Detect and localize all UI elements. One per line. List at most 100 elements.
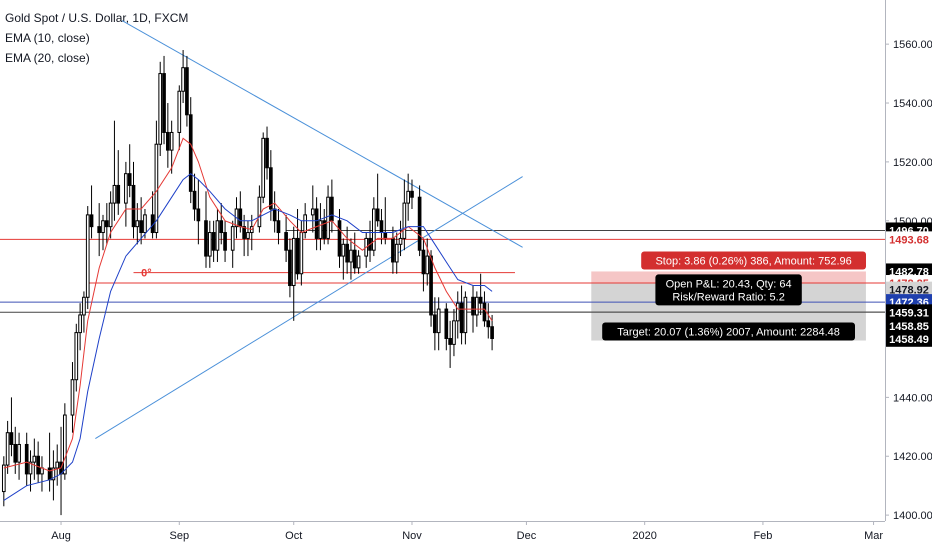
x-tick-label: Dec xyxy=(517,530,537,542)
candle xyxy=(51,450,56,501)
candle-body xyxy=(89,214,94,228)
x-tick-label: Feb xyxy=(753,530,772,542)
candle-body xyxy=(5,432,10,466)
angle-annotation: 0° xyxy=(141,268,152,280)
candle-body xyxy=(47,467,52,481)
candle-body xyxy=(402,202,407,239)
candle-body xyxy=(486,320,491,328)
candle-body xyxy=(310,208,315,216)
candle-body xyxy=(9,432,14,445)
candle-body xyxy=(246,232,250,239)
candle-body xyxy=(478,296,483,304)
candle-body xyxy=(265,137,269,169)
candle xyxy=(463,291,468,345)
candle-body xyxy=(410,190,414,198)
candle xyxy=(295,208,300,280)
candle-body xyxy=(295,237,300,275)
candle xyxy=(89,185,94,239)
candle-body xyxy=(448,338,452,345)
candle-body xyxy=(166,131,170,151)
y-tick-label: 1540.00 xyxy=(893,98,932,110)
ema10-legend: EMA (10, close) xyxy=(5,31,90,45)
candle-body xyxy=(1,464,6,493)
candle xyxy=(116,150,121,215)
candle xyxy=(314,197,319,251)
x-tick-label: 2020 xyxy=(632,530,656,542)
candle-body xyxy=(276,220,281,234)
ema-lines xyxy=(3,137,493,501)
candle-body xyxy=(51,467,56,481)
candle xyxy=(246,220,250,257)
upper-trendline[interactable] xyxy=(121,20,523,248)
candle-body xyxy=(70,379,75,416)
candle xyxy=(124,161,128,227)
price-tag: 1459.31 xyxy=(886,304,932,321)
candle-body xyxy=(341,243,346,257)
candle-body xyxy=(352,249,357,269)
candle xyxy=(108,191,113,239)
candle xyxy=(215,208,220,262)
candle-body xyxy=(372,208,376,251)
candle xyxy=(223,220,227,262)
candle xyxy=(356,250,361,274)
candle xyxy=(375,173,380,227)
candle xyxy=(24,432,29,486)
x-tick-label: Nov xyxy=(402,530,422,542)
candle-body xyxy=(406,190,411,204)
candle xyxy=(162,55,166,145)
candle-body xyxy=(185,67,189,116)
candle xyxy=(97,203,102,257)
price-tag-label: 1493.68 xyxy=(889,234,929,246)
candle xyxy=(269,150,273,221)
candle xyxy=(139,197,143,245)
lower-trendline[interactable] xyxy=(95,176,523,440)
candle xyxy=(318,203,323,251)
candle xyxy=(478,273,483,315)
candle xyxy=(288,238,292,298)
candle xyxy=(112,120,117,221)
candle-body xyxy=(326,196,330,239)
candle xyxy=(284,214,288,262)
price-tag-bg xyxy=(886,281,932,298)
candle xyxy=(436,297,441,351)
candle xyxy=(17,432,21,480)
candle xyxy=(13,426,18,474)
candle-body xyxy=(436,308,441,334)
candle-body xyxy=(288,249,292,287)
candle xyxy=(291,226,296,321)
candle-body xyxy=(24,443,29,475)
candle xyxy=(150,191,155,239)
y-tick-label: 1520.00 xyxy=(893,157,932,169)
stop-label: Stop: 3.86 (0.26%) 386, Amount: 752.96 xyxy=(641,251,866,270)
candle-body xyxy=(78,314,82,334)
price-tag-label: 1458.85 xyxy=(889,321,929,333)
candle xyxy=(196,179,201,245)
candle xyxy=(47,432,52,492)
price-tag-bg xyxy=(886,317,932,334)
candle xyxy=(394,232,399,274)
candle xyxy=(169,120,174,174)
candle xyxy=(166,103,170,168)
candle-body xyxy=(322,220,327,239)
candle-body xyxy=(17,443,21,463)
candle xyxy=(9,397,14,457)
candle xyxy=(74,323,79,392)
candle xyxy=(429,250,433,327)
candle-body xyxy=(230,226,235,251)
candle xyxy=(349,238,353,280)
candle-body xyxy=(139,220,143,234)
candle xyxy=(372,197,376,257)
candle xyxy=(448,320,452,368)
candle-body xyxy=(204,220,208,257)
candle-body xyxy=(490,326,494,340)
candle-body xyxy=(379,220,384,234)
candle xyxy=(78,303,82,351)
candle-body xyxy=(181,67,185,92)
candle xyxy=(36,441,40,483)
ema20-line xyxy=(3,173,493,501)
candle xyxy=(55,444,60,486)
candle xyxy=(433,297,437,351)
candle xyxy=(455,291,460,339)
